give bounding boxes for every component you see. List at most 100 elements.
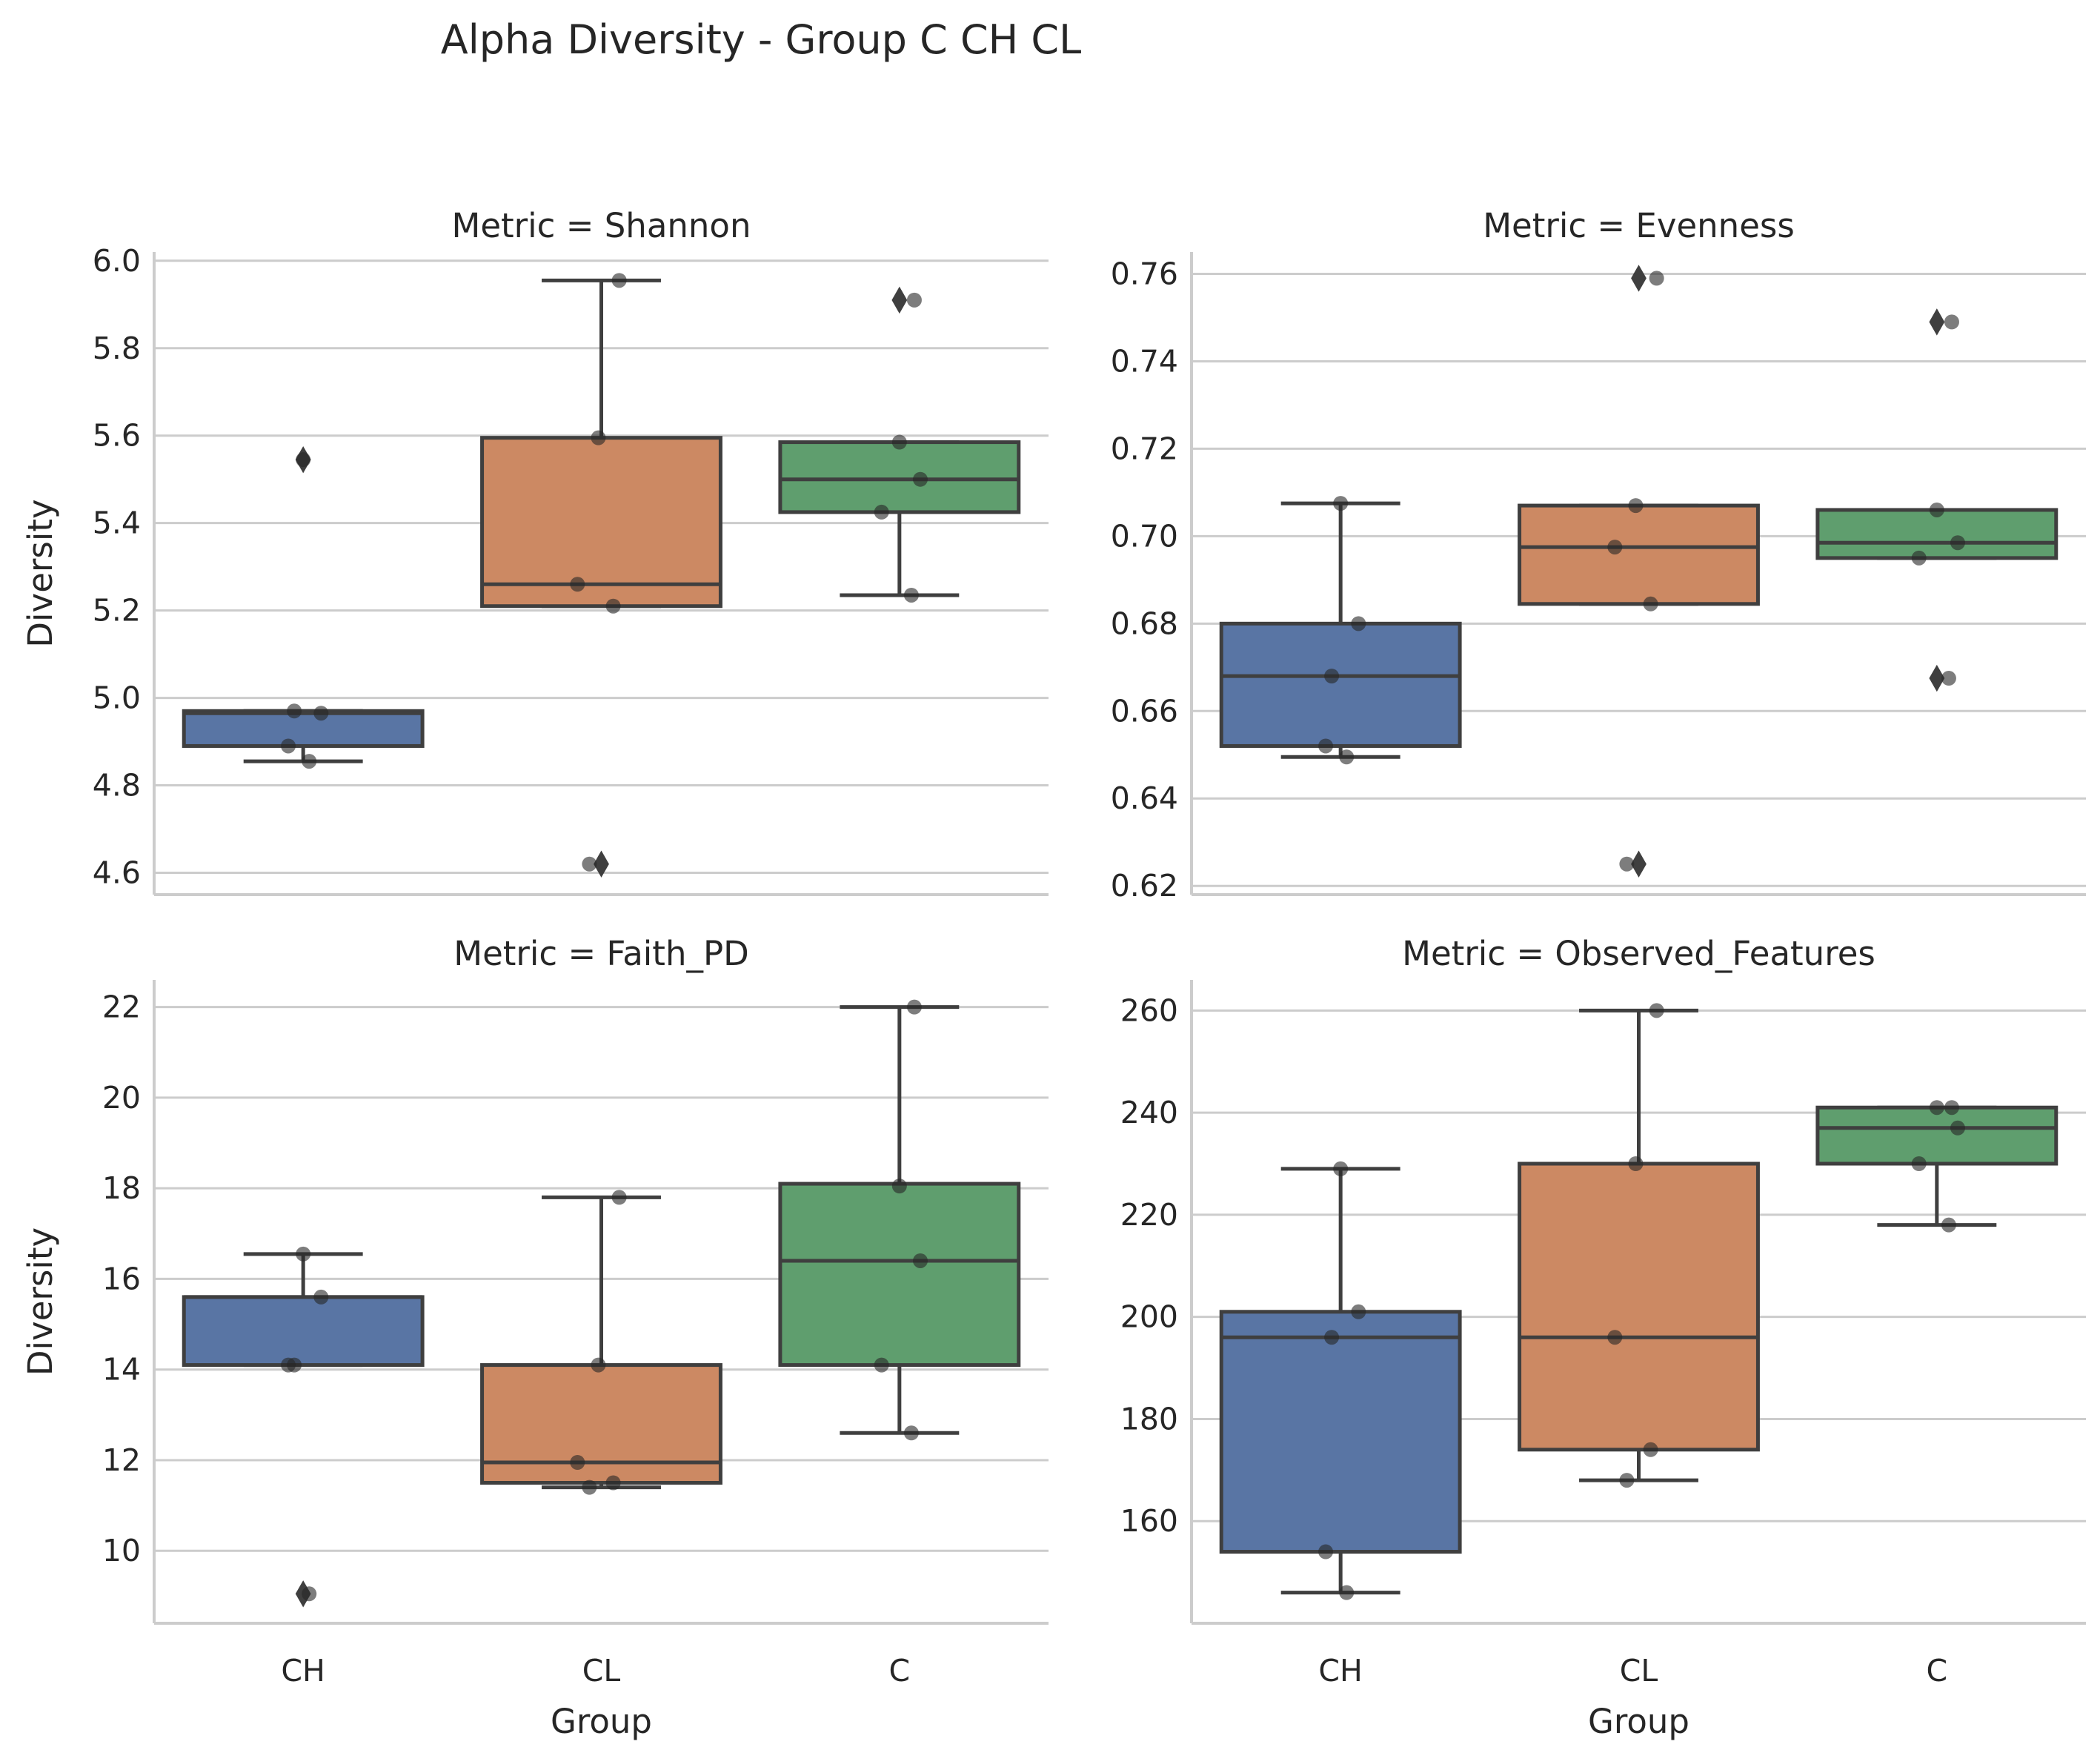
y-tick-label: 0.68 bbox=[1111, 606, 1178, 641]
panel-title: Metric = Shannon bbox=[452, 206, 751, 245]
box-iqr bbox=[1815, 508, 2059, 560]
y-tick-label: 200 bbox=[1120, 1299, 1178, 1335]
data-point bbox=[1333, 1161, 1349, 1176]
data-point bbox=[1619, 856, 1635, 872]
box-iqr bbox=[182, 709, 425, 748]
panel-evenness: 0.62 0.64 0.66 0.68 0.70 0.72 0.74 0.76 Metric =… bbox=[1111, 206, 2086, 904]
data-point bbox=[1607, 1330, 1623, 1345]
data-point bbox=[874, 1357, 889, 1373]
box-iqr bbox=[480, 1363, 722, 1485]
data-point bbox=[281, 738, 296, 754]
data-point bbox=[1941, 671, 1956, 686]
box-iqr bbox=[778, 1181, 1021, 1368]
y-tick-label: 0.64 bbox=[1111, 780, 1178, 816]
y-tick-label: 0.66 bbox=[1111, 693, 1178, 729]
box-cl bbox=[480, 278, 722, 878]
outlier-marker bbox=[1929, 664, 1945, 692]
panel-shannon: 4.6 4.8 5.0 5.2 5.4 5.6 5.8 6.0 Metric = Shannon… bbox=[21, 206, 1049, 896]
box-iqr bbox=[1219, 1310, 1462, 1554]
data-point bbox=[912, 1253, 928, 1268]
y-tick-label: 0.70 bbox=[1111, 518, 1178, 554]
x-axis-label: Group bbox=[551, 1702, 652, 1741]
data-point bbox=[1324, 669, 1340, 684]
data-point bbox=[1950, 1120, 1965, 1136]
box-c bbox=[1815, 308, 2059, 692]
x-tick-label: CH bbox=[1318, 1653, 1362, 1688]
data-point bbox=[313, 1289, 329, 1305]
data-point bbox=[891, 1179, 907, 1194]
y-axis-label: Diversity bbox=[21, 1227, 60, 1376]
data-point bbox=[906, 999, 922, 1015]
data-point bbox=[296, 452, 311, 468]
data-point bbox=[1649, 271, 1664, 286]
y-tick-label: 260 bbox=[1120, 992, 1178, 1028]
outlier-marker bbox=[1929, 308, 1945, 336]
y-tick-label: 5.8 bbox=[93, 331, 141, 366]
x-tick-label: CL bbox=[1620, 1653, 1658, 1688]
facet-grid: 4.6 4.8 5.0 5.2 5.4 5.6 5.8 6.0 Metric = Shannon… bbox=[21, 206, 2086, 1741]
data-point bbox=[611, 1190, 627, 1205]
panel-title: Metric = Evenness bbox=[1483, 206, 1795, 245]
y-tick-label: 10 bbox=[102, 1533, 141, 1568]
y-tick-label: 18 bbox=[102, 1170, 141, 1206]
data-point bbox=[287, 703, 302, 719]
data-point bbox=[1339, 749, 1355, 765]
data-point bbox=[903, 587, 919, 603]
panel-faith-pd: 10 12 14 16 18 20 22 Metric = Faith_PD Diversity… bbox=[21, 934, 1049, 1741]
data-point bbox=[906, 292, 922, 308]
y-tick-label: 5.0 bbox=[93, 680, 141, 716]
outlier-marker bbox=[891, 286, 908, 314]
y-axis-label: Diversity bbox=[21, 499, 60, 647]
y-tick-label: 0.74 bbox=[1111, 343, 1178, 379]
box-ch bbox=[182, 445, 425, 763]
data-point bbox=[1950, 535, 1965, 551]
y-tick-label: 4.8 bbox=[93, 768, 141, 803]
data-point bbox=[891, 434, 907, 450]
data-point bbox=[302, 754, 317, 769]
data-point bbox=[1324, 1330, 1340, 1345]
y-tick-label: 180 bbox=[1120, 1401, 1178, 1436]
data-point bbox=[1628, 498, 1644, 514]
data-point bbox=[1318, 738, 1334, 754]
box-iqr bbox=[778, 440, 1021, 514]
box-iqr bbox=[1518, 1161, 1760, 1452]
x-tick-label: C bbox=[889, 1653, 911, 1688]
box-c bbox=[1815, 1105, 2059, 1227]
data-point bbox=[1643, 596, 1658, 611]
y-tick-label: 5.6 bbox=[93, 418, 141, 454]
box-c bbox=[778, 286, 1021, 597]
figure-title: Alpha Diversity - Group C CH CL bbox=[441, 16, 1081, 63]
y-tick-label: 220 bbox=[1120, 1197, 1178, 1233]
data-point bbox=[874, 504, 889, 520]
outlier-marker bbox=[594, 850, 609, 878]
data-point bbox=[1643, 1442, 1658, 1457]
y-tick-label: 5.4 bbox=[93, 506, 141, 541]
data-point bbox=[570, 577, 585, 592]
outlier-marker bbox=[1631, 265, 1647, 292]
data-point bbox=[1941, 1217, 1956, 1233]
box-ch bbox=[1219, 1167, 1462, 1595]
box-cl bbox=[1518, 1008, 1760, 1482]
box-iqr bbox=[1219, 621, 1462, 748]
data-point bbox=[582, 1479, 597, 1495]
panel-observed-features: 160 180 200 220 240 260 Metric = Observed_Feat… bbox=[1120, 934, 2086, 1741]
data-point bbox=[605, 1475, 621, 1491]
data-point bbox=[605, 598, 621, 614]
data-point bbox=[296, 1246, 311, 1262]
y-tick-label: 5.2 bbox=[93, 593, 141, 629]
x-tick-label: C bbox=[1927, 1653, 1948, 1688]
data-point bbox=[591, 430, 606, 445]
y-tick-label: 22 bbox=[102, 990, 141, 1025]
y-tick-label: 16 bbox=[102, 1261, 141, 1296]
data-point bbox=[582, 856, 597, 872]
box-cl bbox=[480, 1195, 722, 1490]
box-iqr bbox=[480, 436, 722, 609]
data-point bbox=[1929, 1100, 1944, 1116]
y-tick-label: 20 bbox=[102, 1080, 141, 1116]
y-tick-label: 0.72 bbox=[1111, 431, 1178, 466]
data-point bbox=[1318, 1544, 1334, 1560]
box-iqr bbox=[182, 1295, 425, 1368]
box-cl bbox=[1518, 265, 1760, 878]
box-iqr bbox=[1518, 503, 1760, 606]
